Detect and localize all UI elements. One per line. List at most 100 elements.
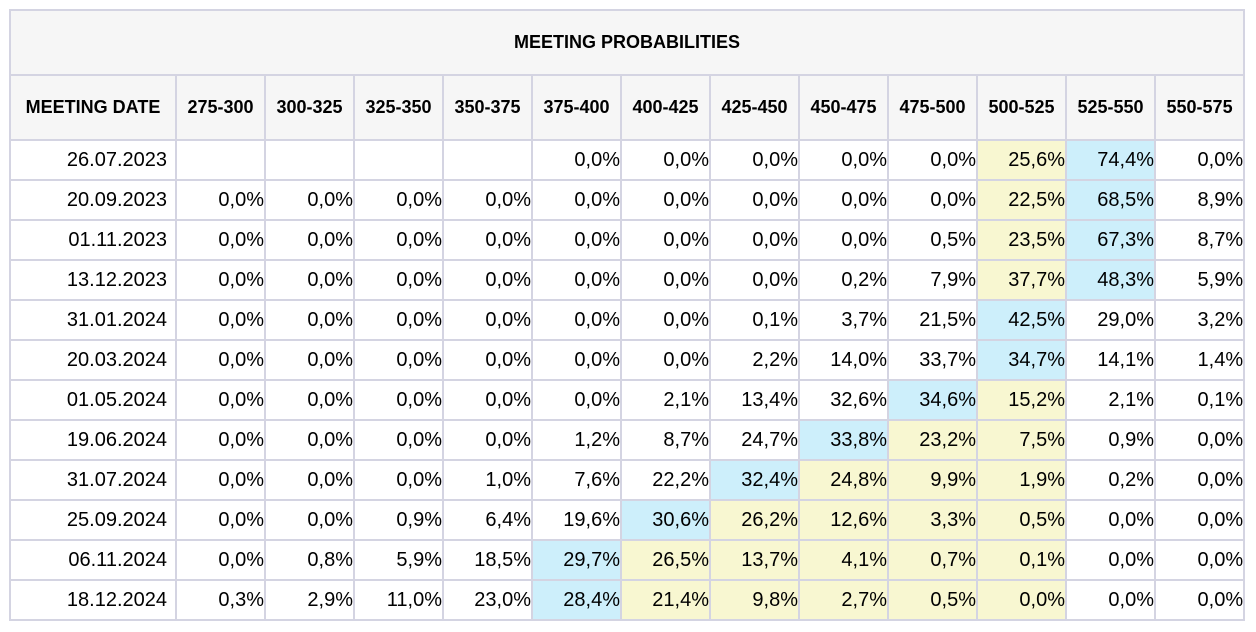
probability-cell: 0,0% (709, 219, 800, 261)
probability-cell: 0,0% (353, 419, 444, 461)
probability-cell: 0,0% (264, 179, 355, 221)
probability-cell (442, 139, 533, 181)
probability-cell: 74,4% (1065, 139, 1156, 181)
probability-cell: 8,9% (1153, 179, 1246, 221)
probability-cell: 0,2% (1065, 459, 1156, 501)
probability-cell (175, 139, 266, 181)
probability-cell: 0,0% (709, 179, 800, 221)
meeting-date-cell: 01.11.2023 (9, 219, 177, 261)
table-row: 01.11.2023 0,0% 0,0% 0,0% 0,0% 0,0% 0,0% 0,0% 0,… (9, 219, 1246, 261)
probability-cell: 0,0% (264, 379, 355, 421)
probability-cell: 4,1% (798, 539, 889, 581)
probability-cell: 26,2% (709, 499, 800, 541)
probability-cell: 8,7% (1153, 219, 1246, 261)
column-header-275-300: 275-300 (175, 74, 266, 141)
probability-cell: 0,0% (442, 419, 533, 461)
probability-cell (353, 139, 444, 181)
table-row: 20.09.2023 0,0% 0,0% 0,0% 0,0% 0,0% 0,0% 0,0% 0,… (9, 179, 1246, 221)
probability-cell: 12,6% (798, 499, 889, 541)
meeting-date-cell: 19.06.2024 (9, 419, 177, 461)
probability-cell: 0,0% (353, 299, 444, 341)
probability-cell: 1,2% (531, 419, 622, 461)
meeting-date-cell: 31.01.2024 (9, 299, 177, 341)
column-header-375-400: 375-400 (531, 74, 622, 141)
probability-cell: 5,9% (1153, 259, 1246, 301)
probability-cell: 0,0% (442, 179, 533, 221)
column-header-425-450: 425-450 (709, 74, 800, 141)
probability-cell: 0,0% (887, 139, 978, 181)
probability-cell: 0,0% (620, 179, 711, 221)
probability-cell: 0,0% (175, 299, 266, 341)
probability-cell: 0,1% (709, 299, 800, 341)
probability-cell: 0,0% (709, 259, 800, 301)
probability-cell: 2,1% (1065, 379, 1156, 421)
probability-cell: 15,2% (976, 379, 1067, 421)
table-row: 06.11.2024 0,0% 0,8% 5,9% 18,5% 29,7% 26,5% 13,… (9, 539, 1246, 581)
probability-cell: 19,6% (531, 499, 622, 541)
probability-cell: 13,7% (709, 539, 800, 581)
table-body: 26.07.2023 0,0% 0,0% 0,0% 0,0% 0,0% 25,6% 74,4%… (9, 139, 1246, 621)
column-header-450-475: 450-475 (798, 74, 889, 141)
probability-cell: 0,0% (442, 259, 533, 301)
table-row: 13.12.2023 0,0% 0,0% 0,0% 0,0% 0,0% 0,0% 0,0% 0,… (9, 259, 1246, 301)
probability-cell: 0,7% (887, 539, 978, 581)
probability-cell: 0,0% (264, 459, 355, 501)
table-row: 31.07.2024 0,0% 0,0% 0,0% 1,0% 7,6% 22,2% 32,4%… (9, 459, 1246, 501)
probability-cell: 3,2% (1153, 299, 1246, 341)
probability-cell: 11,0% (353, 579, 444, 621)
probability-cell: 0,0% (442, 299, 533, 341)
probability-cell: 13,4% (709, 379, 800, 421)
probability-cell: 0,0% (175, 259, 266, 301)
probability-cell: 0,0% (1065, 499, 1156, 541)
meeting-date-cell: 13.12.2023 (9, 259, 177, 301)
probability-cell: 32,4% (709, 459, 800, 501)
probability-cell: 0,0% (353, 459, 444, 501)
probability-cell: 21,5% (887, 299, 978, 341)
probability-cell: 0,0% (353, 379, 444, 421)
column-header-525-550: 525-550 (1065, 74, 1156, 141)
probability-cell: 0,0% (175, 539, 266, 581)
probability-cell: 33,7% (887, 339, 978, 381)
probability-cell: 0,1% (1153, 379, 1246, 421)
table-row: 19.06.2024 0,0% 0,0% 0,0% 0,0% 1,2% 8,7% 24,7% 3… (9, 419, 1246, 461)
probability-cell: 32,6% (798, 379, 889, 421)
probability-cell: 0,9% (1065, 419, 1156, 461)
table-row: 20.03.2024 0,0% 0,0% 0,0% 0,0% 0,0% 0,0% 2,2% 14… (9, 339, 1246, 381)
probability-cell: 29,0% (1065, 299, 1156, 341)
probability-cell: 0,0% (264, 339, 355, 381)
probability-cell: 0,0% (175, 459, 266, 501)
probability-cell: 0,0% (264, 219, 355, 261)
header-row: MEETING DATE 275-300 300-325 325-350 350-375… (9, 74, 1246, 141)
probability-cell: 9,9% (887, 459, 978, 501)
probability-cell: 0,0% (620, 219, 711, 261)
probability-cell: 0,0% (798, 179, 889, 221)
column-header-325-350: 325-350 (353, 74, 444, 141)
probability-cell: 0,9% (353, 499, 444, 541)
probability-cell: 23,2% (887, 419, 978, 461)
probability-cell: 0,0% (264, 419, 355, 461)
probability-cell: 0,0% (175, 179, 266, 221)
probability-cell: 0,0% (1153, 579, 1246, 621)
probability-cell: 0,0% (1153, 499, 1246, 541)
probability-cell: 0,0% (531, 219, 622, 261)
column-header-meeting-date: MEETING DATE (9, 74, 177, 141)
probability-cell: 0,0% (353, 179, 444, 221)
meeting-date-cell: 18.12.2024 (9, 579, 177, 621)
probability-cell: 0,0% (1065, 539, 1156, 581)
probability-cell: 30,6% (620, 499, 711, 541)
probability-cell: 33,8% (798, 419, 889, 461)
probability-cell: 9,8% (709, 579, 800, 621)
probability-cell: 0,0% (264, 259, 355, 301)
probability-cell: 1,4% (1153, 339, 1246, 381)
probability-cell: 0,0% (442, 379, 533, 421)
probability-cell: 0,0% (531, 379, 622, 421)
table-row: 31.01.2024 0,0% 0,0% 0,0% 0,0% 0,0% 0,0% 0,1% 3,… (9, 299, 1246, 341)
probability-cell: 22,5% (976, 179, 1067, 221)
probability-cell: 7,5% (976, 419, 1067, 461)
probability-cell: 24,8% (798, 459, 889, 501)
probability-cell: 24,7% (709, 419, 800, 461)
probability-cell: 34,7% (976, 339, 1067, 381)
probability-cell: 26,5% (620, 539, 711, 581)
probability-cell: 5,9% (353, 539, 444, 581)
probability-cell: 18,5% (442, 539, 533, 581)
